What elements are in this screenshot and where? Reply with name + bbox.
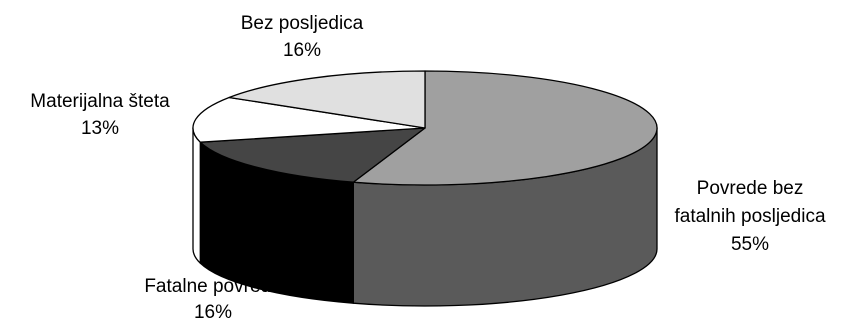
pie-slice-bez-posljedica (228, 70, 426, 129)
slice-percent-povrede: 55% (731, 234, 769, 255)
pie-slice-materijalna-steta (192, 96, 426, 143)
pie-slice-fatalne-povrede (199, 127, 426, 183)
slice-label-povrede-line1: Povrede bez (697, 178, 804, 199)
slice-label-fatalne: Fatalne povrede (144, 276, 281, 297)
pie-side-materijalna-steta (192, 127, 201, 264)
slice-label-bez: Bez posljedica (241, 13, 364, 34)
slice-percent-fatalne: 16% (194, 302, 232, 323)
pie-slice-povrede-bez-fatalnih-posljedica (352, 70, 658, 186)
slice-label-povrede-line2: fatalnih posljedica (674, 206, 825, 227)
slice-percent-bez: 16% (283, 40, 321, 61)
pie-top-layer (192, 70, 658, 186)
slice-label-materijalna: Materijalna šteta (30, 91, 170, 112)
slice-percent-materijalna: 13% (81, 118, 119, 139)
pie-side-layer (192, 127, 658, 307)
